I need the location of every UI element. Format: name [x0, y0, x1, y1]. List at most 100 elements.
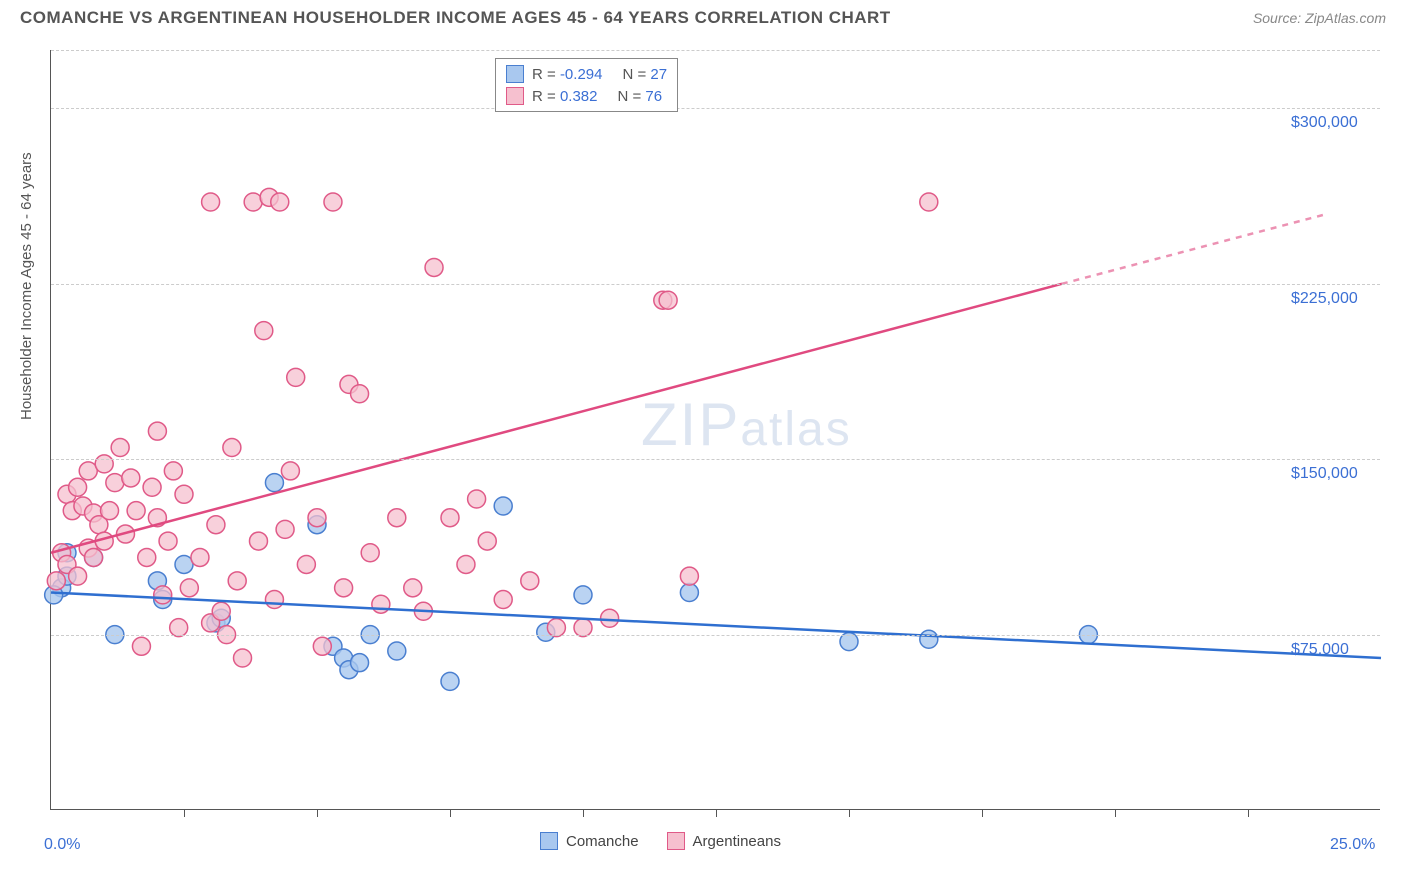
data-point — [106, 474, 124, 492]
data-point — [191, 548, 209, 566]
data-point — [223, 439, 241, 457]
data-point — [180, 579, 198, 597]
data-point — [441, 672, 459, 690]
data-point — [164, 462, 182, 480]
data-point — [425, 258, 443, 276]
data-point — [351, 654, 369, 672]
data-point — [202, 193, 220, 211]
x-tick — [1248, 809, 1249, 817]
data-point — [138, 548, 156, 566]
data-point — [111, 439, 129, 457]
legend-correlation: R = -0.294 N = 27 R = 0.382 N = 76 — [495, 58, 678, 112]
data-point — [95, 455, 113, 473]
legend-swatch — [540, 832, 558, 850]
legend-item: Comanche — [540, 832, 639, 850]
x-tick — [849, 809, 850, 817]
data-point — [249, 532, 267, 550]
data-point — [265, 474, 283, 492]
data-point — [281, 462, 299, 480]
trend-line — [51, 284, 1062, 553]
legend-label: Argentineans — [693, 833, 781, 850]
legend-r: R = -0.294 — [532, 66, 602, 83]
data-point — [101, 502, 119, 520]
legend-n: N = 76 — [617, 88, 662, 105]
y-tick-label: $150,000 — [1291, 465, 1358, 483]
legend-swatch — [667, 832, 685, 850]
y-tick-label: $300,000 — [1291, 114, 1358, 132]
data-point — [228, 572, 246, 590]
data-point — [372, 595, 390, 613]
data-point — [85, 548, 103, 566]
gridline — [51, 50, 1380, 51]
data-point — [601, 609, 619, 627]
x-tick — [317, 809, 318, 817]
x-tick — [583, 809, 584, 817]
data-point — [388, 509, 406, 527]
data-point — [468, 490, 486, 508]
data-point — [308, 509, 326, 527]
data-point — [271, 193, 289, 211]
data-point — [521, 572, 539, 590]
data-point — [441, 509, 459, 527]
y-tick-label: $225,000 — [1291, 290, 1358, 308]
data-point — [574, 586, 592, 604]
data-point — [148, 422, 166, 440]
data-point — [478, 532, 496, 550]
plot-svg — [51, 50, 1380, 809]
gridline — [51, 284, 1380, 285]
data-point — [404, 579, 422, 597]
data-point — [276, 520, 294, 538]
legend-swatch — [506, 65, 524, 83]
data-point — [69, 478, 87, 496]
y-axis-label: Householder Income Ages 45 - 64 years — [18, 152, 35, 420]
data-point — [659, 291, 677, 309]
legend-r: R = 0.382 — [532, 88, 597, 105]
data-point — [287, 368, 305, 386]
data-point — [154, 586, 172, 604]
data-point — [494, 591, 512, 609]
x-axis-min-label: 0.0% — [44, 836, 80, 854]
y-tick-label: $75,000 — [1291, 641, 1349, 659]
gridline — [51, 108, 1380, 109]
data-point — [132, 637, 150, 655]
data-point — [244, 193, 262, 211]
data-point — [175, 485, 193, 503]
x-tick — [450, 809, 451, 817]
x-axis-max-label: 25.0% — [1330, 836, 1375, 854]
data-point — [159, 532, 177, 550]
data-point — [494, 497, 512, 515]
data-point — [297, 555, 315, 573]
trend-line — [51, 593, 1381, 658]
chart-source: Source: ZipAtlas.com — [1253, 10, 1386, 26]
plot-area: ZIPatlas $75,000$150,000$225,000$300,000 — [50, 50, 1380, 810]
x-tick — [716, 809, 717, 817]
x-tick — [184, 809, 185, 817]
data-point — [212, 602, 230, 620]
legend-row: R = 0.382 N = 76 — [506, 85, 667, 107]
data-point — [122, 469, 140, 487]
data-point — [361, 544, 379, 562]
chart-title: COMANCHE VS ARGENTINEAN HOUSEHOLDER INCO… — [20, 8, 891, 28]
legend-n: N = 27 — [622, 66, 667, 83]
x-tick — [982, 809, 983, 817]
x-tick — [1115, 809, 1116, 817]
data-point — [127, 502, 145, 520]
data-point — [143, 478, 161, 496]
data-point — [234, 649, 252, 667]
data-point — [69, 567, 87, 585]
gridline — [51, 459, 1380, 460]
data-point — [457, 555, 475, 573]
data-point — [265, 591, 283, 609]
data-point — [335, 579, 353, 597]
legend-swatch — [506, 87, 524, 105]
gridline — [51, 635, 1380, 636]
data-point — [680, 584, 698, 602]
data-point — [255, 322, 273, 340]
data-point — [324, 193, 342, 211]
data-point — [388, 642, 406, 660]
legend-label: Comanche — [566, 833, 639, 850]
data-point — [680, 567, 698, 585]
data-point — [920, 193, 938, 211]
chart-header: COMANCHE VS ARGENTINEAN HOUSEHOLDER INCO… — [0, 0, 1406, 36]
data-point — [351, 385, 369, 403]
